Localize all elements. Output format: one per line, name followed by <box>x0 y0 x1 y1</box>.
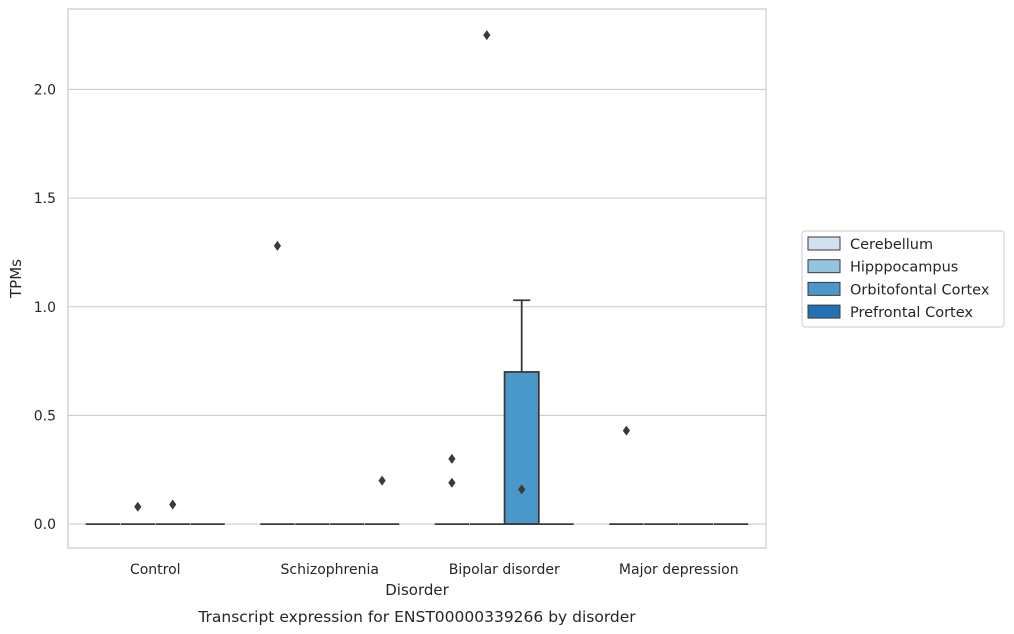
y-tick-label: 1.0 <box>34 300 56 316</box>
outlier-point <box>448 477 456 488</box>
legend-items: Cerebellum Hipppocampus Orbitofontal Corte… <box>807 236 990 321</box>
legend-swatch <box>807 259 841 274</box>
y-tick-label: 1.5 <box>34 191 56 207</box>
plot-area-frame <box>67 8 767 549</box>
y-axis-label: TPMs <box>7 259 25 299</box>
x-tick-labels: Control Schizophrenia Bipolar disorder Majo… <box>130 562 739 578</box>
outlier-point <box>273 240 281 251</box>
outlier-point <box>518 484 526 495</box>
legend-swatch <box>807 304 841 319</box>
flier-layer <box>134 30 630 512</box>
outlier-point <box>378 475 386 486</box>
x-tick-label: Bipolar disorder <box>449 562 560 578</box>
legend-label: Cerebellum <box>850 237 933 253</box>
x-tick-label: Schizophrenia <box>281 562 379 578</box>
grid-layer <box>68 88 766 525</box>
box-layer <box>85 299 749 525</box>
x-axis-label: Disorder <box>385 581 449 599</box>
outlier-point <box>483 30 491 41</box>
legend-label: Prefrontal Cortex <box>850 305 973 321</box>
outlier-point <box>448 453 456 464</box>
legend-label: Hipppocampus <box>850 260 958 276</box>
legend-swatch <box>807 236 841 251</box>
outlier-point <box>134 501 142 512</box>
box-orbitofontal-cortex <box>503 371 540 525</box>
y-tick-label: 0.5 <box>34 408 56 424</box>
x-tick-label: Control <box>130 562 181 578</box>
y-tick-labels: 0.0 0.5 1.0 1.5 2.0 <box>34 82 56 533</box>
legend-swatch <box>807 281 841 296</box>
chart-caption: Transcript expression for ENST0000033926… <box>197 608 636 626</box>
outlier-point <box>169 499 177 510</box>
legend-label: Orbitofontal Cortex <box>850 282 990 298</box>
y-tick-label: 0.0 <box>34 517 56 533</box>
x-tick-label: Major depression <box>619 562 739 578</box>
y-tick-label: 2.0 <box>34 82 56 98</box>
legend: Cerebellum Hipppocampus Orbitofontal Corte… <box>801 230 1005 328</box>
outlier-point <box>622 425 630 436</box>
legend-frame <box>801 230 1005 328</box>
